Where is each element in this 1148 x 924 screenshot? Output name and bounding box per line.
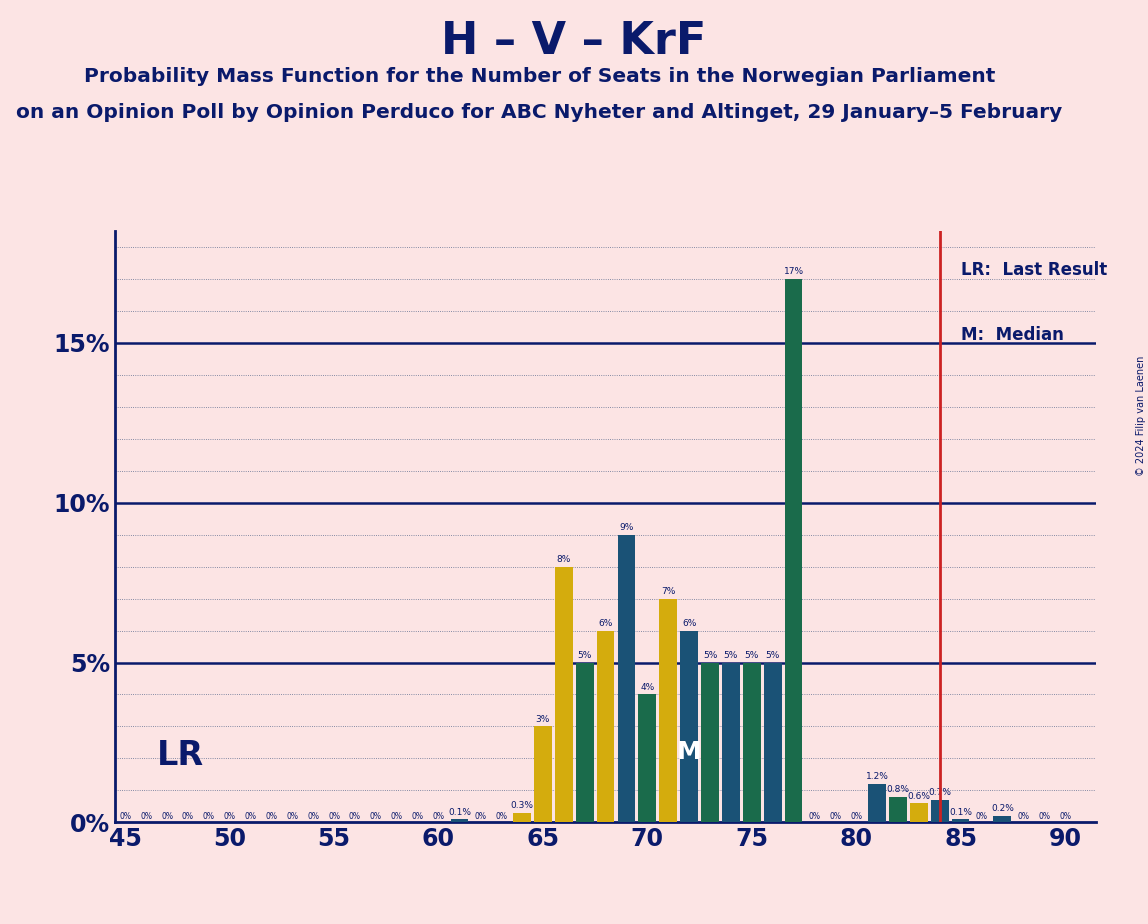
Text: 0%: 0% bbox=[265, 812, 278, 821]
Text: 0%: 0% bbox=[328, 812, 340, 821]
Text: 5%: 5% bbox=[703, 651, 718, 660]
Text: 4%: 4% bbox=[641, 683, 654, 692]
Bar bbox=[534, 726, 552, 822]
Text: 6%: 6% bbox=[682, 619, 697, 628]
Text: 0%: 0% bbox=[308, 812, 319, 821]
Bar bbox=[681, 630, 698, 822]
Text: on an Opinion Poll by Opinion Perduco for ABC Nyheter and Altinget, 29 January–5: on an Opinion Poll by Opinion Perduco fo… bbox=[16, 103, 1063, 123]
Bar bbox=[763, 663, 782, 822]
Text: 0%: 0% bbox=[1058, 812, 1071, 821]
Text: M: M bbox=[676, 740, 701, 764]
Text: 5%: 5% bbox=[745, 651, 759, 660]
Bar bbox=[513, 813, 530, 822]
Text: 0.1%: 0.1% bbox=[448, 808, 471, 817]
Text: 0.3%: 0.3% bbox=[511, 801, 534, 810]
Text: 9%: 9% bbox=[619, 523, 634, 532]
Text: 0%: 0% bbox=[495, 812, 507, 821]
Bar bbox=[576, 663, 594, 822]
Text: 17%: 17% bbox=[783, 267, 804, 276]
Bar bbox=[993, 816, 1011, 822]
Bar bbox=[554, 566, 573, 822]
Bar bbox=[450, 820, 468, 822]
Text: 0%: 0% bbox=[203, 812, 215, 821]
Bar bbox=[618, 535, 635, 822]
Text: 0%: 0% bbox=[140, 812, 153, 821]
Text: 3%: 3% bbox=[536, 715, 550, 723]
Text: H – V – KrF: H – V – KrF bbox=[441, 20, 707, 64]
Text: Probability Mass Function for the Number of Seats in the Norwegian Parliament: Probability Mass Function for the Number… bbox=[84, 67, 995, 86]
Text: M:  Median: M: Median bbox=[961, 325, 1064, 344]
Bar bbox=[784, 279, 802, 822]
Bar bbox=[638, 695, 657, 822]
Text: LR:  Last Result: LR: Last Result bbox=[961, 261, 1107, 278]
Text: 0%: 0% bbox=[976, 812, 987, 821]
Text: 0%: 0% bbox=[1038, 812, 1050, 821]
Text: 0%: 0% bbox=[161, 812, 173, 821]
Text: 1.2%: 1.2% bbox=[866, 772, 889, 782]
Text: 0.7%: 0.7% bbox=[929, 788, 952, 797]
Bar bbox=[722, 663, 739, 822]
Bar bbox=[701, 663, 719, 822]
Text: © 2024 Filip van Laenen: © 2024 Filip van Laenen bbox=[1135, 356, 1146, 476]
Text: 0%: 0% bbox=[412, 812, 424, 821]
Bar bbox=[743, 663, 761, 822]
Text: LR: LR bbox=[156, 738, 203, 772]
Text: 0%: 0% bbox=[474, 812, 487, 821]
Text: 0.6%: 0.6% bbox=[907, 792, 930, 800]
Text: 0%: 0% bbox=[390, 812, 403, 821]
Bar bbox=[868, 784, 886, 822]
Text: 0.1%: 0.1% bbox=[949, 808, 972, 817]
Text: 0%: 0% bbox=[181, 812, 194, 821]
Text: 0%: 0% bbox=[349, 812, 360, 821]
Text: 8%: 8% bbox=[557, 555, 571, 564]
Text: 0.8%: 0.8% bbox=[886, 785, 909, 795]
Text: 0%: 0% bbox=[119, 812, 131, 821]
Text: 0%: 0% bbox=[224, 812, 235, 821]
Text: 5%: 5% bbox=[723, 651, 738, 660]
Text: 0.2%: 0.2% bbox=[991, 805, 1014, 813]
Text: 5%: 5% bbox=[766, 651, 779, 660]
Text: 5%: 5% bbox=[577, 651, 592, 660]
Text: 0%: 0% bbox=[245, 812, 256, 821]
Text: 0%: 0% bbox=[433, 812, 444, 821]
Text: 0%: 0% bbox=[370, 812, 382, 821]
Text: 6%: 6% bbox=[598, 619, 613, 628]
Text: 0%: 0% bbox=[851, 812, 862, 821]
Bar bbox=[659, 599, 677, 822]
Text: 7%: 7% bbox=[661, 587, 675, 596]
Bar bbox=[931, 800, 948, 822]
Bar bbox=[597, 630, 614, 822]
Bar bbox=[910, 803, 928, 822]
Text: 0%: 0% bbox=[1017, 812, 1030, 821]
Text: 0%: 0% bbox=[829, 812, 841, 821]
Text: 0%: 0% bbox=[808, 812, 821, 821]
Bar bbox=[889, 796, 907, 822]
Text: 0%: 0% bbox=[286, 812, 298, 821]
Bar bbox=[952, 820, 969, 822]
